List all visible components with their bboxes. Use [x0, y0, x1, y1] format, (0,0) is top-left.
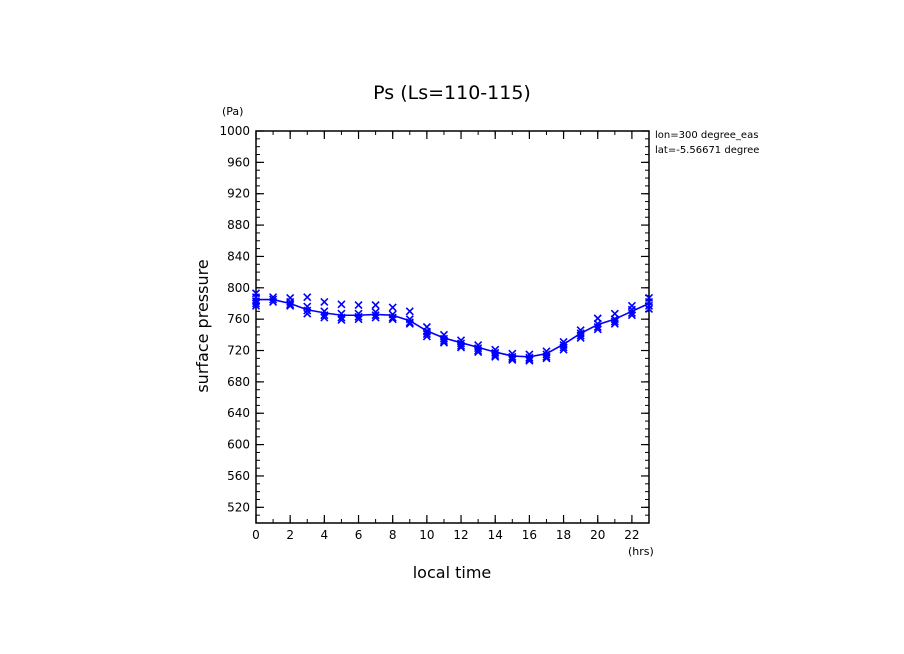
scatter-point — [320, 313, 329, 322]
y-tick-label: 520 — [227, 500, 250, 514]
y-tick-label: 920 — [227, 187, 250, 201]
scatter-point — [303, 309, 312, 318]
series-point — [595, 322, 600, 327]
y-axis-label: surface pressure — [193, 259, 212, 392]
series-point — [322, 311, 327, 315]
scatter-point — [337, 315, 346, 325]
scatter-point — [303, 293, 312, 302]
annotation-lon: lon=300 degree_eas — [655, 130, 758, 141]
y-tick-label: 720 — [227, 344, 250, 358]
scatter-point — [644, 304, 654, 314]
plot-frame — [255, 130, 650, 524]
scatter-point — [610, 319, 619, 328]
y-tick-label: 600 — [227, 438, 250, 452]
x-tick-label: 6 — [355, 528, 363, 542]
series-point — [510, 354, 515, 358]
series-point — [271, 297, 275, 302]
series-point — [390, 313, 395, 318]
scatter-point — [508, 355, 517, 364]
y-tick-label: 840 — [227, 249, 250, 263]
scatter-point — [456, 343, 466, 352]
series-point — [561, 342, 566, 347]
y-tick-label: 760 — [227, 312, 250, 326]
series-point — [493, 350, 498, 354]
series-point — [647, 301, 651, 306]
scatter-point — [525, 356, 534, 365]
y-tick-label: 1000 — [219, 124, 250, 138]
y-tick-label: 680 — [227, 375, 250, 389]
scatter-point — [320, 297, 329, 306]
y-tick-label: 560 — [227, 469, 250, 483]
x-tick-label: 22 — [624, 528, 639, 542]
scatter-point — [354, 300, 363, 310]
x-unit-label: (hrs) — [628, 545, 654, 558]
scatter-point — [593, 325, 602, 334]
series-point — [254, 297, 258, 302]
series-point — [339, 313, 344, 318]
scatter-point — [388, 303, 397, 312]
y-tick-label: 880 — [227, 218, 250, 232]
x-axis-label: local time — [413, 563, 492, 582]
scatter-point — [644, 301, 654, 310]
scatter-point — [491, 352, 500, 361]
series-point — [476, 345, 480, 350]
scatter-point — [251, 301, 261, 310]
y-tick-label: 960 — [227, 155, 250, 169]
x-tick-label: 4 — [321, 528, 329, 542]
axes: 0 2 4 6 8 10 12 14 16 18 20 22 520 560 600 640 680 720 760… — [219, 124, 650, 542]
scatter-point — [251, 299, 261, 308]
series-point — [544, 351, 549, 356]
x-tick-label: 18 — [556, 528, 571, 542]
series-point — [578, 331, 583, 336]
y-tick-label: 800 — [227, 281, 250, 295]
series-point — [305, 307, 310, 312]
x-tick-label: 2 — [286, 528, 294, 542]
series-point — [373, 312, 378, 317]
scatter-point — [439, 338, 449, 347]
series-line — [256, 298, 650, 358]
series-point — [613, 317, 617, 321]
series-point — [356, 313, 361, 318]
data-marks — [251, 289, 654, 365]
scatter-point — [474, 348, 483, 357]
scatter-point — [422, 332, 431, 341]
series-point — [442, 336, 446, 340]
scatter-point — [405, 307, 414, 316]
scatter-point — [354, 315, 363, 324]
x-tick-label: 12 — [453, 528, 468, 542]
x-tick-label: 10 — [419, 528, 434, 542]
scatter-point — [371, 300, 380, 310]
scatter-point — [559, 345, 568, 354]
series-point — [288, 301, 292, 306]
y-unit-label: (Pa) — [222, 105, 243, 118]
x-tick-label: 14 — [488, 528, 503, 542]
x-tick-label: 16 — [522, 528, 537, 542]
x-tick-label: 20 — [590, 528, 605, 542]
y-tick-label: 640 — [227, 406, 250, 420]
series-point — [407, 318, 412, 323]
scatter-point — [542, 354, 551, 363]
scatter-point — [337, 300, 346, 309]
scatter-point — [576, 331, 585, 340]
chart-title: Ps (Ls=110-115) — [373, 82, 531, 104]
series-point — [459, 340, 463, 345]
x-tick-label: 0 — [252, 528, 260, 542]
series-point — [425, 329, 429, 333]
annotation-lat: lat=-5.56671 degree — [655, 145, 759, 156]
series-point — [527, 354, 532, 359]
series-point — [630, 309, 634, 314]
x-tick-label: 8 — [389, 528, 397, 542]
